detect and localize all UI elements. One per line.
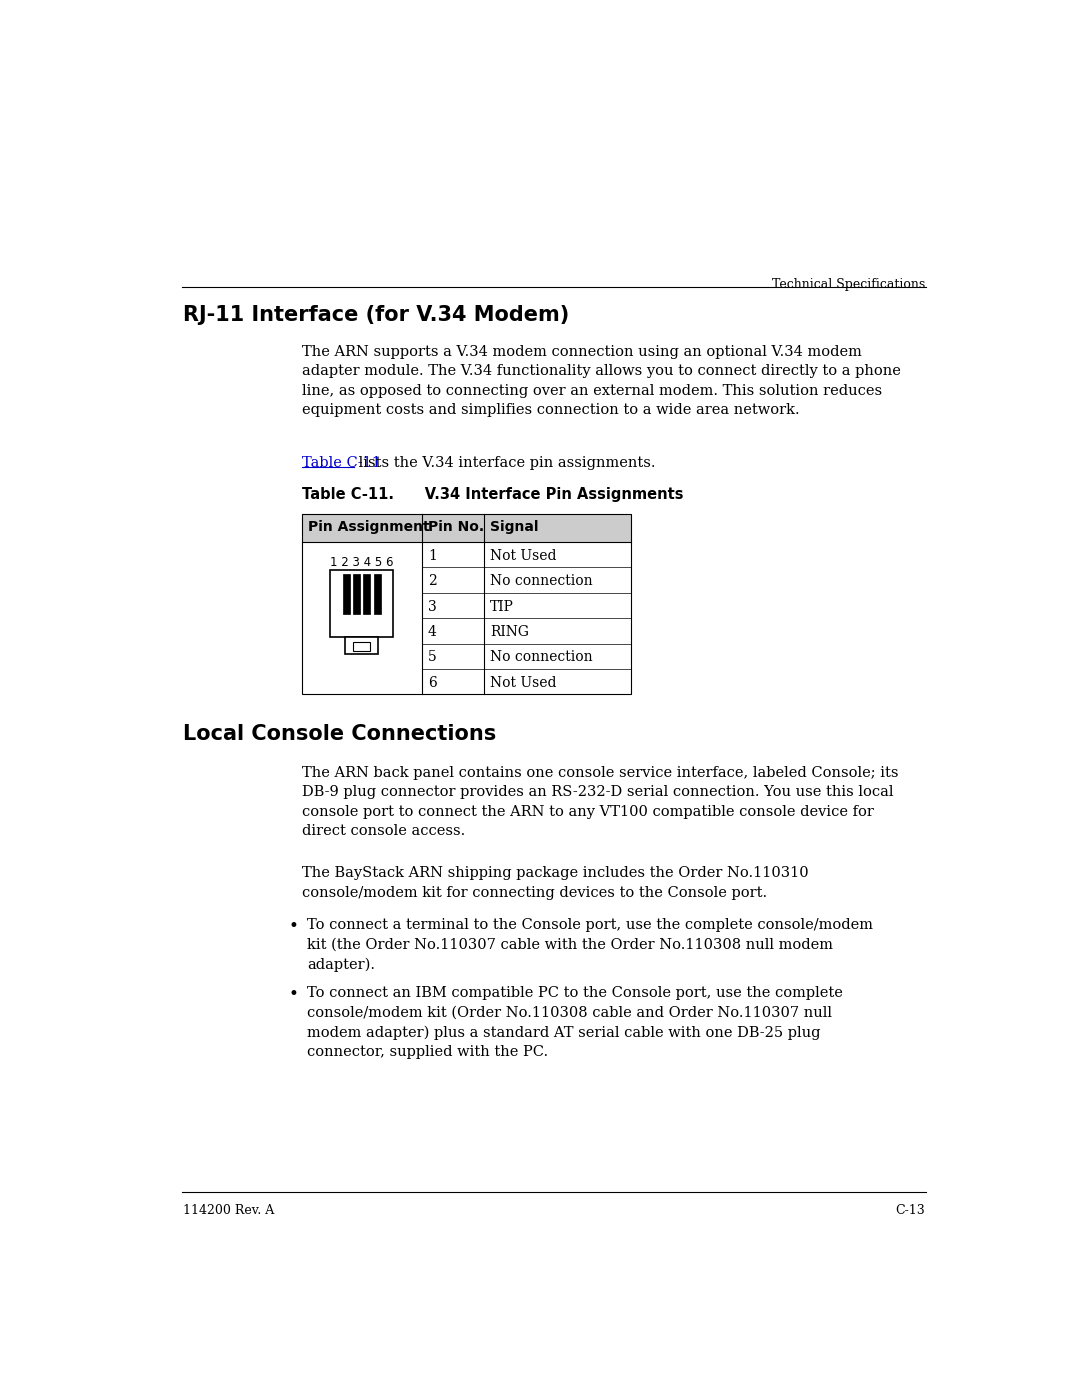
Text: 1: 1: [428, 549, 436, 563]
Text: Pin No.: Pin No.: [428, 520, 484, 534]
Text: The ARN back panel contains one console service interface, labeled Console; its
: The ARN back panel contains one console …: [301, 766, 899, 838]
Bar: [346, 637, 378, 654]
Text: 4: 4: [428, 624, 436, 638]
Text: RJ-11 Interface (for V.34 Modem): RJ-11 Interface (for V.34 Modem): [183, 305, 569, 324]
Text: •: •: [289, 918, 299, 936]
Bar: [353, 643, 370, 651]
Bar: [374, 574, 381, 615]
Bar: [363, 574, 370, 615]
Text: 114200 Rev. A: 114200 Rev. A: [183, 1204, 274, 1217]
Text: No connection: No connection: [490, 651, 593, 665]
Bar: [353, 574, 360, 615]
Text: TIP: TIP: [490, 599, 514, 613]
Text: RING: RING: [490, 624, 529, 638]
Text: •: •: [289, 986, 299, 1003]
Text: Not Used: Not Used: [490, 549, 556, 563]
Bar: [342, 574, 350, 615]
Text: 3: 3: [428, 599, 436, 613]
Text: 2: 2: [428, 574, 436, 588]
Bar: [301, 514, 631, 542]
Text: Table C-11: Table C-11: [301, 457, 380, 471]
Text: 6: 6: [428, 676, 436, 690]
Text: 5: 5: [428, 651, 436, 665]
Text: Pin Assignment: Pin Assignment: [308, 520, 430, 534]
Text: Local Console Connections: Local Console Connections: [183, 724, 497, 743]
Bar: [329, 570, 393, 637]
Text: To connect an IBM compatible PC to the Console port, use the complete
console/mo: To connect an IBM compatible PC to the C…: [307, 986, 842, 1059]
Text: No connection: No connection: [490, 574, 593, 588]
Text: Table C-11.      V.34 Interface Pin Assignments: Table C-11. V.34 Interface Pin Assignmen…: [301, 488, 684, 502]
Text: 1 2 3 4 5 6: 1 2 3 4 5 6: [329, 556, 393, 569]
Text: The BayStack ARN shipping package includes the Order No.110310
console/modem kit: The BayStack ARN shipping package includ…: [301, 866, 808, 900]
Text: Not Used: Not Used: [490, 676, 556, 690]
Text: C-13: C-13: [895, 1204, 926, 1217]
Text: Technical Specifications: Technical Specifications: [772, 278, 926, 291]
Text: To connect a terminal to the Console port, use the complete console/modem
kit (t: To connect a terminal to the Console por…: [307, 918, 873, 972]
Bar: [301, 514, 631, 694]
Text: The ARN supports a V.34 modem connection using an optional V.34 modem
adapter mo: The ARN supports a V.34 modem connection…: [301, 345, 901, 418]
Text: lists the V.34 interface pin assignments.: lists the V.34 interface pin assignments…: [354, 457, 656, 471]
Text: Signal: Signal: [490, 520, 539, 534]
